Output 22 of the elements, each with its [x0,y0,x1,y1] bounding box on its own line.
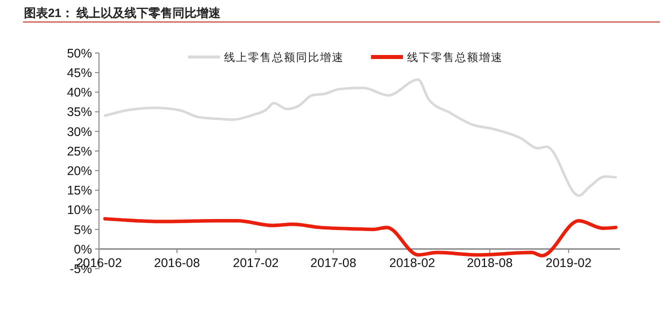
y-tick-label: 10% [66,203,92,218]
x-tick-label: 2018-08 [466,256,513,270]
y-tick-label: 25% [66,144,92,158]
y-tick-label: 15% [66,184,92,198]
legend-label: 线上零售总额同比增速 [224,51,344,64]
y-tick-label: 0% [74,242,92,256]
y-tick-label: 30% [66,124,92,139]
x-tick-label: 2019-02 [546,256,592,270]
x-tick-label: 2017-02 [232,256,279,270]
y-tick-label: 20% [66,164,92,178]
legend-label: 线下零售总额增速 [407,51,503,64]
chart-title: 图表21： 线上以及线下零售同比增速 [24,6,222,20]
y-tick-label: 5% [74,222,92,237]
x-tick-label: 2016-08 [154,256,200,270]
y-tick-label: 45% [66,66,92,80]
y-tick-label: 35% [66,105,92,120]
line-series [103,217,618,258]
x-tick-label: 2018-02 [389,256,436,270]
line-series [104,78,617,197]
y-tick-label: 50% [66,46,92,60]
y-tick-label: 40% [66,86,92,100]
x-tick-label: 2017-08 [310,256,356,270]
